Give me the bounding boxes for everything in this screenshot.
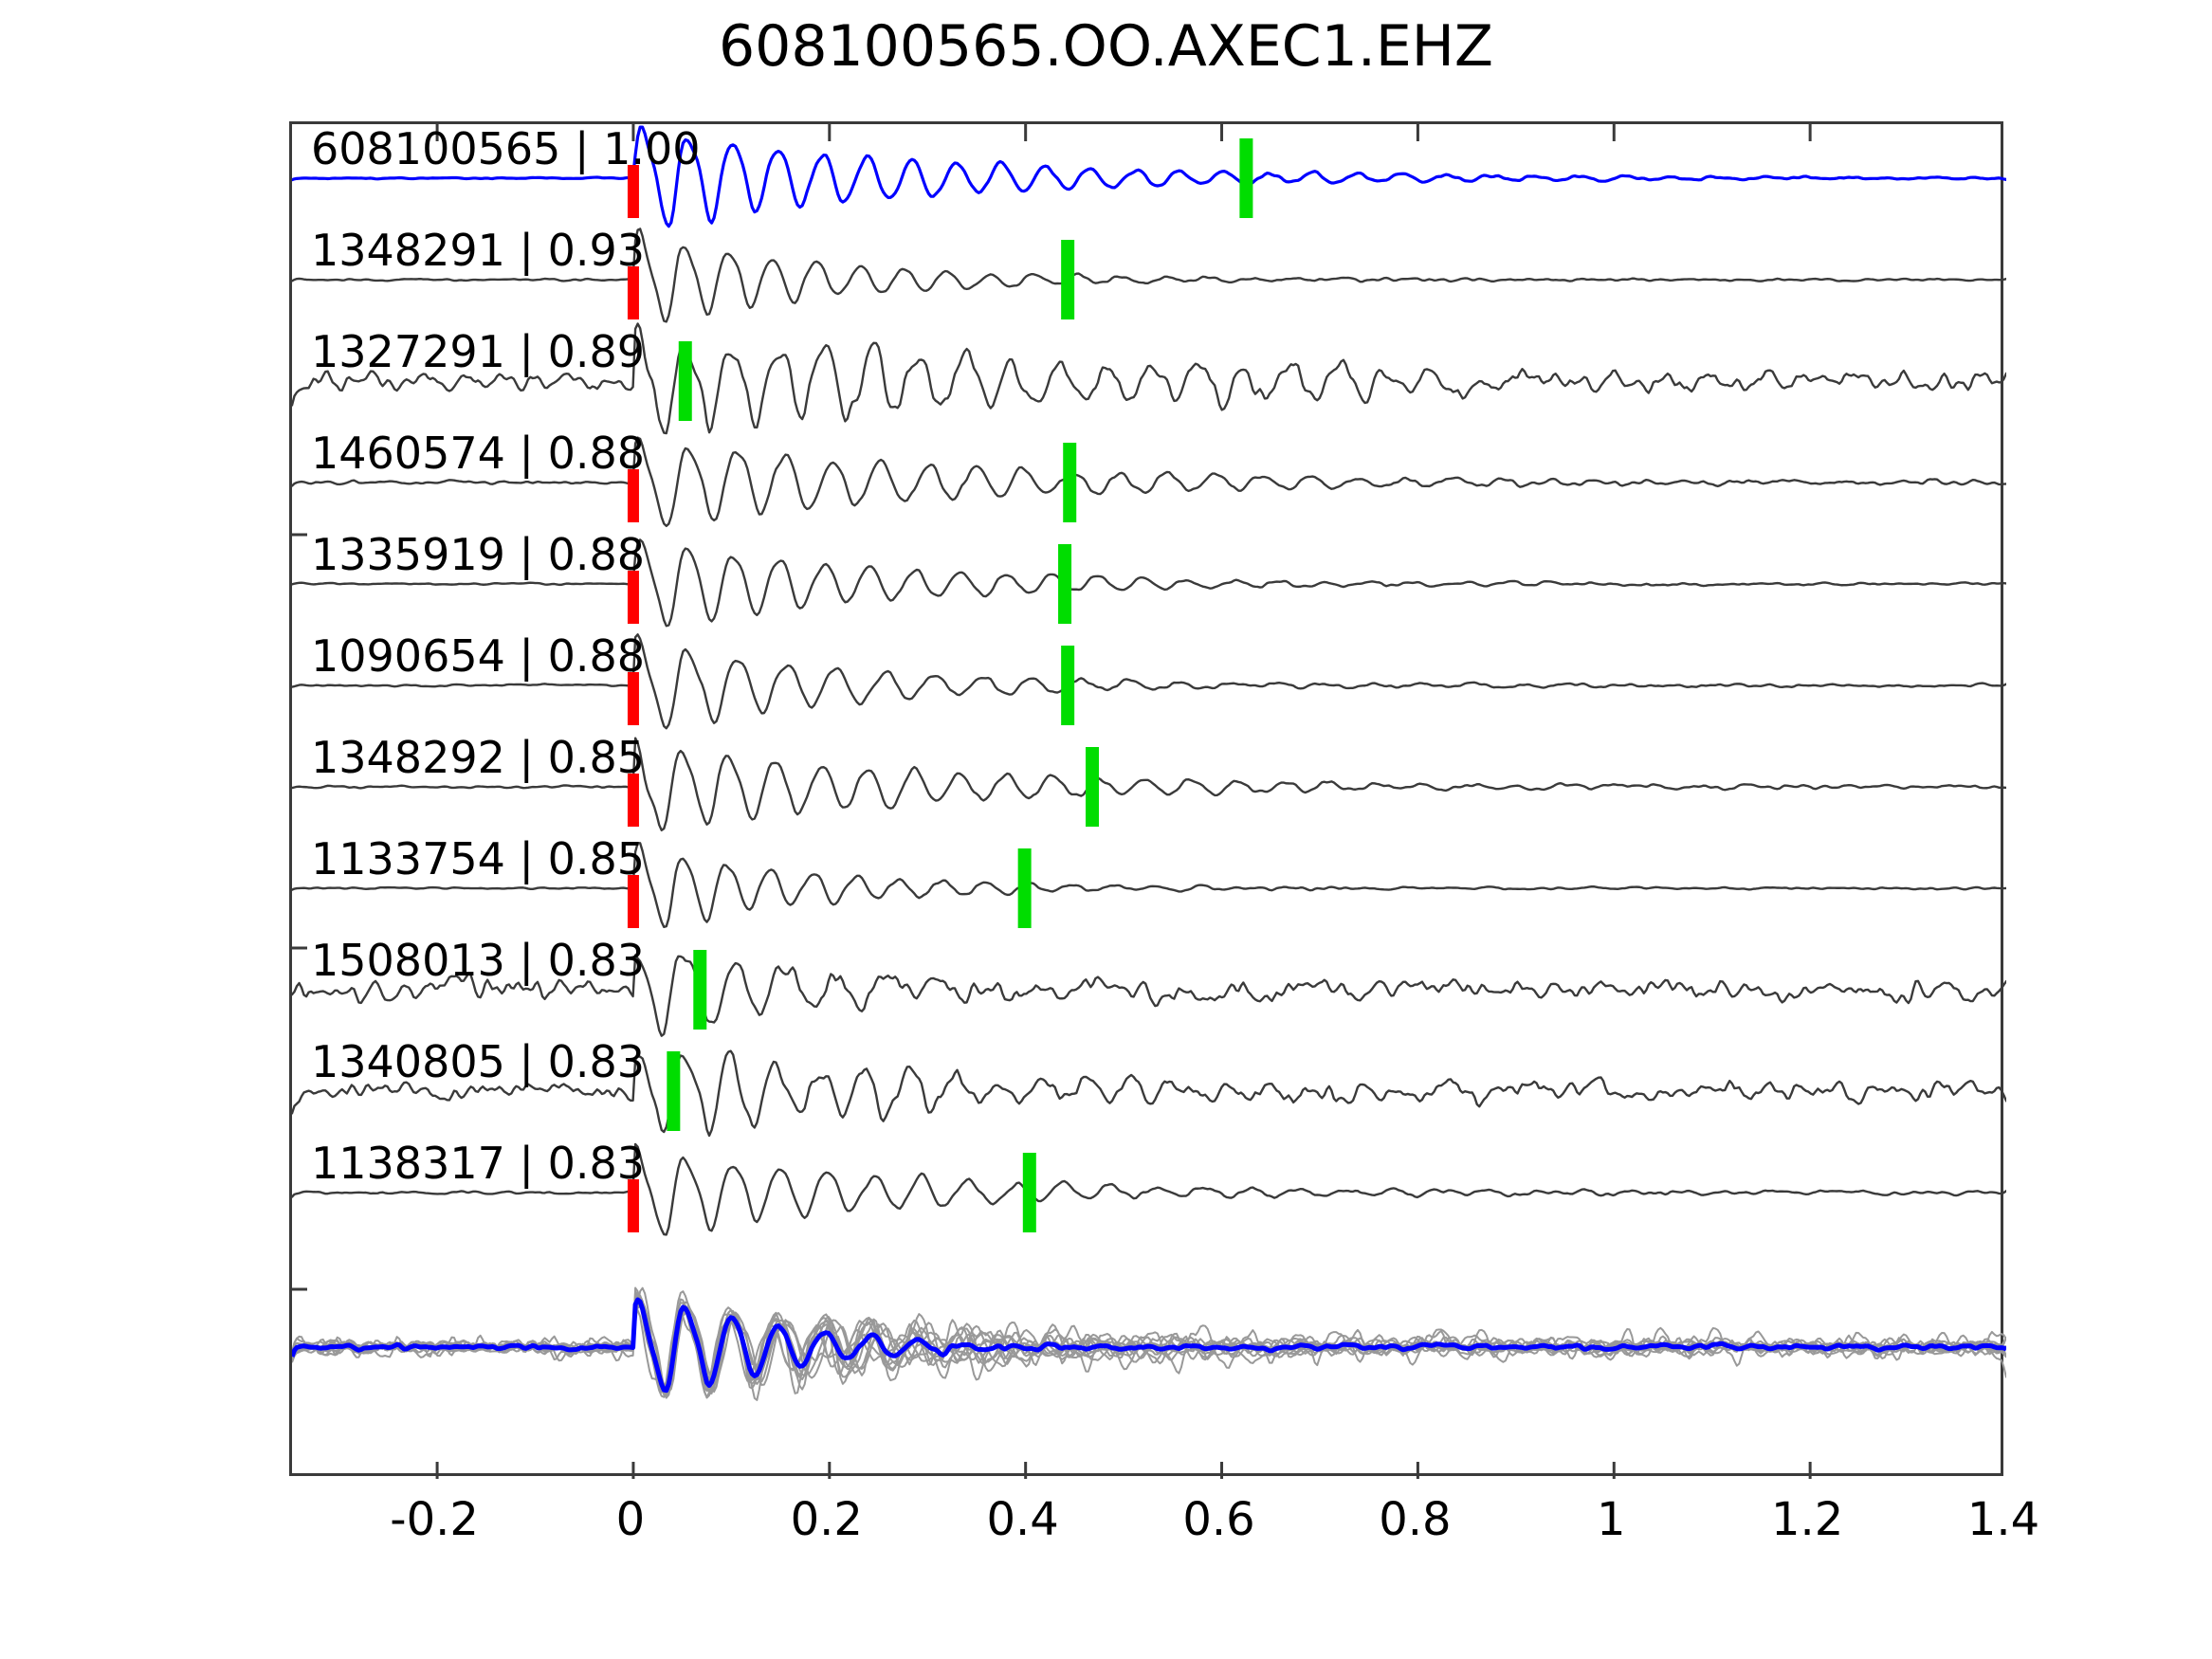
trace-label-1133754: 1133754 | 0.85 [311,833,646,884]
trace-label-1327291: 1327291 | 0.89 [311,326,646,377]
s-pick-marker-1133754 [1017,848,1032,928]
x-tick-label: 0.4 [986,1493,1059,1546]
p-pick-marker-1348292 [627,774,639,827]
x-axis-tick-labels: -0.2 0 0.2 0.4 0.6 0.8 1 1.2 1.4 [289,1493,2039,1569]
page-title: 608100565.OO.AXEC1.EHZ [718,13,1494,80]
p-pick-marker-1348291 [627,266,639,319]
trace-1327291 [292,322,2006,435]
x-tick-label: 1 [1596,1493,1626,1546]
trace-1508013 [292,954,2006,1037]
p-pick-marker-1090654 [627,672,639,725]
s-pick-marker-1460574 [1063,443,1077,522]
p-pick-marker-608100565 [627,165,639,218]
trace-1133754 [292,842,2006,929]
trace-label-1348291: 1348291 | 0.93 [311,225,646,276]
s-pick-marker-608100565 [1239,138,1253,218]
p-pick-marker-1133754 [627,875,639,928]
trace-1460574 [292,436,2006,528]
trace-1090654 [292,633,2006,730]
s-pick-marker-1348291 [1061,240,1075,319]
s-pick-marker-1508013 [693,950,707,1030]
trace-1348292 [292,737,2006,831]
p-pick-marker-1138317 [627,1179,639,1232]
trace-1335919 [292,538,2006,628]
x-tick-label: 1.2 [1770,1493,1844,1546]
stack-mean [292,1297,2006,1394]
trace-label-1460574: 1460574 | 0.88 [311,428,646,479]
s-pick-marker-1348292 [1086,747,1100,827]
trace-label-1090654: 1090654 | 0.88 [311,630,646,682]
x-tick-label: 0 [615,1493,646,1546]
x-tick-label: -0.2 [390,1493,479,1546]
trace-label-1340805: 1340805 | 0.83 [311,1036,646,1087]
plot-area: 608100565 | 1.00 1348291 | 0.93 1327291 | … [289,121,2006,1479]
trace-label-1335919: 1335919 | 0.88 [311,529,646,580]
s-pick-marker-1090654 [1061,646,1075,725]
p-pick-marker-1460574 [627,469,639,522]
x-tick-label: 0.2 [790,1493,863,1546]
p-pick-marker-1335919 [627,571,639,624]
stack-overlay [292,1286,2006,1401]
trace-1340805 [292,1049,2006,1138]
s-pick-marker-1327291 [678,341,692,421]
waveform-canvas [292,124,2006,1479]
trace-label-1508013: 1508013 | 0.83 [311,935,646,986]
x-tick-label: 0.8 [1379,1493,1452,1546]
trace-608100565 [292,125,2006,228]
trace-1348291 [292,228,2006,323]
x-tick-label: 0.6 [1182,1493,1255,1546]
s-pick-marker-1335919 [1058,544,1072,624]
trace-label-1138317: 1138317 | 0.83 [311,1138,646,1189]
s-pick-marker-1138317 [1022,1153,1036,1232]
trace-label-608100565: 608100565 | 1.00 [311,123,701,174]
trace-label-1348292: 1348292 | 0.85 [311,732,646,783]
s-pick-marker-1340805 [667,1051,681,1131]
trace-1138317 [292,1142,2006,1236]
x-tick-label: 1.4 [1966,1493,2040,1546]
